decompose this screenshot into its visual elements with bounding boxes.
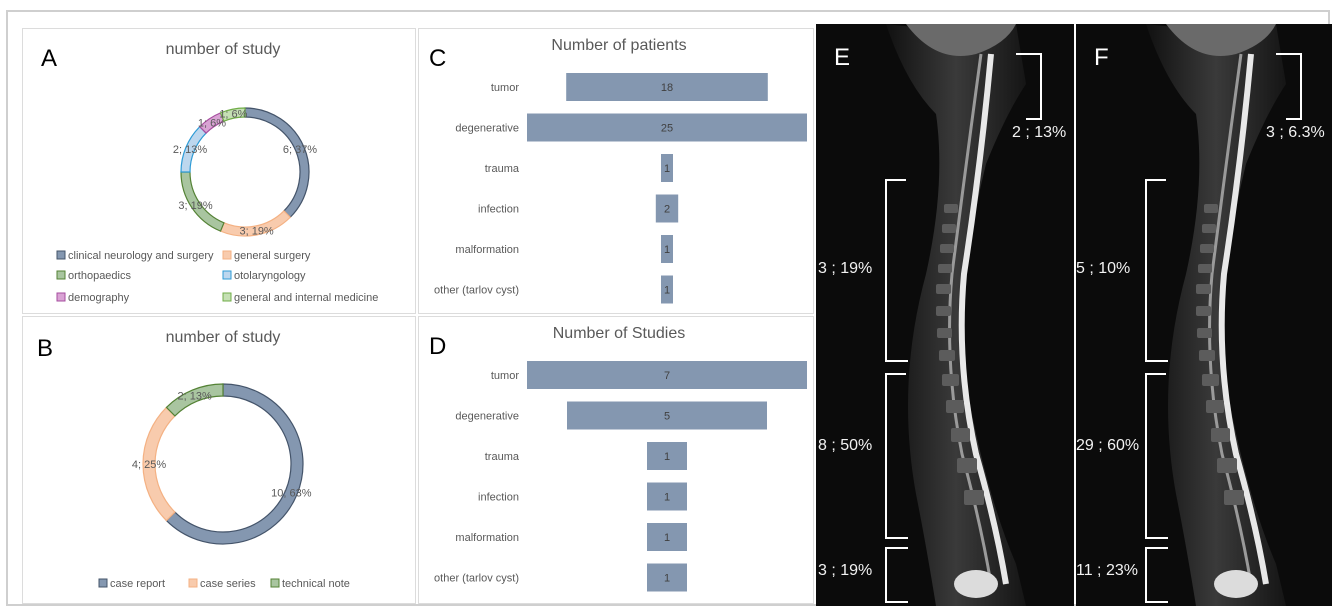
panel-b-title: number of study <box>165 329 281 346</box>
panel-c-category-label-degenerative: degenerative <box>455 123 519 135</box>
panel-c-value-label-trauma: 1 <box>664 163 670 175</box>
panel-b-legend-swatch-technical-note <box>270 578 280 588</box>
panel-b-legend-entry-technical-note: technical note <box>282 578 350 590</box>
panel-e-mri-image: E 2 ; 13% 3 ; 19% 8 ; 50% 3 ; 19% <box>816 24 1074 606</box>
panel-f-label: F <box>1094 44 1109 71</box>
panel-d-category-label-tumor: tumor <box>491 370 519 382</box>
panel-e-cervical-annotation: 2 ; 13% <box>1012 124 1067 141</box>
panel-d-category-label-infection: infection <box>478 492 519 504</box>
panel-c-bar-tumor <box>566 73 768 101</box>
panel-c-bar-degenerative <box>527 113 807 142</box>
panel-a-slice-label-general-surgery: 3; 19% <box>239 225 273 237</box>
panel-a-legend-swatch-demography <box>56 292 66 302</box>
panel-d-value-label-trauma: 1 <box>664 451 670 463</box>
panel-b-legend-swatch-case-series <box>188 578 198 588</box>
panel-b-label: B <box>37 335 54 362</box>
panel-d-bar-malformation <box>647 523 687 551</box>
panel-c-value-label-degenerative: 25 <box>661 123 673 135</box>
panel-c-bar-infection <box>655 194 679 223</box>
panel-d-category-label-degenerative: degenerative <box>455 411 519 423</box>
panel-d-value-label-other-tarlov-cyst: 1 <box>664 573 670 585</box>
panel-b-slice-label-case-report: 10; 63% <box>271 487 312 499</box>
panel-c-value-label-other-tarlov-cyst: 1 <box>664 285 670 297</box>
panel-c-category-label-tumor: tumor <box>491 82 519 94</box>
panel-a-donut-chart: 6; 37% 3; 19% 3; 19% 2; 13% 1; 6%1; 6% clinic… <box>56 107 378 304</box>
panel-d: D Number of Studies 7 tumor 5 degenerative 1… <box>418 316 814 604</box>
panel-b-slice-technical-note <box>165 383 224 417</box>
panel-f-sacral-annotation: 11 ; 23% <box>1076 562 1138 579</box>
panel-a-slice-clinical-neurology-and-surgery <box>244 107 310 219</box>
panel-b: B number of study 10; 63% 4; 25% 2; 13% cas… <box>22 316 416 604</box>
panel-b-legend-entry-case-report: case report <box>110 578 165 590</box>
panel-d-value-label-degenerative: 5 <box>664 411 670 423</box>
panel-a-slice-label-clinical-neurology-and-surgery: 6; 37% <box>283 144 317 156</box>
panel-f-lumbar-annotation: 29 ; 60% <box>1076 437 1140 454</box>
panel-e-thoracic-annotation: 3 ; 19% <box>818 260 873 277</box>
panel-d-value-label-tumor: 7 <box>664 370 670 382</box>
panel-d-title: Number of Studies <box>552 325 686 342</box>
panel-d-value-label-malformation: 1 <box>664 532 670 544</box>
panel-c-category-label-other-tarlov-cyst: other (tarlov cyst) <box>434 285 519 297</box>
panel-c: C Number of patients 18 tumor 25 degenerati… <box>418 28 814 314</box>
panel-f-spine-drawing <box>1145 24 1302 606</box>
panel-a-legend-swatch-otolaryngology <box>222 270 232 280</box>
panel-c-bar-malformation <box>661 235 673 263</box>
panel-e-lumbar-annotation: 8 ; 50% <box>818 437 873 454</box>
panel-d-value-label-infection: 1 <box>664 492 670 504</box>
panel-d-bar-tumor <box>527 361 807 389</box>
panel-c-value-label-infection: 2 <box>664 204 670 216</box>
panel-d-bar-other-tarlov-cyst <box>647 563 687 592</box>
panel-c-value-label-tumor: 18 <box>661 82 673 94</box>
panel-d-bar-infection <box>647 482 687 511</box>
panel-c-category-label-infection: infection <box>478 204 519 216</box>
panel-b-slice-case-report <box>165 383 304 545</box>
panel-d-category-label-trauma: trauma <box>485 451 520 463</box>
panel-a-legend-entry-orthopaedics: orthopaedics <box>68 270 131 282</box>
panel-f-cervical-annotation: 3 ; 6.3% <box>1266 124 1325 141</box>
panel-a-legend-entry-otolaryngology: otolaryngology <box>234 270 306 282</box>
panel-a-legend-entry-general-surgery: general surgery <box>234 250 311 262</box>
panel-a-slice-label-general-and-internal-medicine: 1; 6% <box>219 109 247 121</box>
panel-d-bar-degenerative <box>567 401 767 430</box>
panel-c-bar-other-tarlov-cyst <box>661 275 673 304</box>
panel-d-label: D <box>429 333 447 360</box>
panel-a-legend-entry-general-and-internal-medicine: general and internal medicine <box>234 292 378 304</box>
panel-c-bar-chart: 18 tumor 25 degenerative 1 trauma 2 infection 1 m… <box>434 73 807 304</box>
panel-a-legend-entry-demography: demography <box>68 292 130 304</box>
panel-c-bar-trauma <box>661 154 673 182</box>
panel-a-slice-label-orthopaedics: 3; 19% <box>178 200 212 212</box>
panel-f-thoracic-annotation: 5 ; 10% <box>1076 260 1131 277</box>
panel-e-sacral-annotation: 3 ; 19% <box>818 562 873 579</box>
panel-b-donut-chart: 10; 63% 4; 25% 2; 13% case report case serie… <box>98 383 350 590</box>
panel-b-slice-label-case-series: 4; 25% <box>132 459 166 471</box>
panel-b-legend-swatch-case-report <box>98 578 108 588</box>
panel-a-legend-swatch-orthopaedics <box>56 270 66 280</box>
panel-c-title: Number of patients <box>551 37 687 54</box>
panel-a-legend-swatch-general-and-internal-medicine <box>222 292 232 302</box>
panel-c-category-label-malformation: malformation <box>455 244 519 256</box>
panel-a-legend-entry-clinical-neurology-and-surgery: clinical neurology and surgery <box>68 250 214 262</box>
panel-a-slice-label-demography: 1; 6% <box>198 118 226 130</box>
panel-b-slice-label-technical-note: 2; 13% <box>178 391 212 403</box>
panel-c-value-label-malformation: 1 <box>664 244 670 256</box>
panel-d-bar-trauma <box>647 442 687 470</box>
panel-a-slice-label-otolaryngology: 2; 13% <box>173 144 207 156</box>
panel-f-mri-image: F 3 ; 6.3% 5 ; 10% 29 ; 60% 11 ; 23% <box>1076 24 1332 606</box>
panel-a-legend-swatch-general-surgery <box>222 250 232 260</box>
panel-c-category-label-trauma: trauma <box>485 163 520 175</box>
panel-a-slice-general-and-internal-medicine <box>219 107 246 122</box>
panel-e-spine-drawing <box>885 24 1042 606</box>
panel-e-label: E <box>834 44 851 71</box>
panel-c-label: C <box>429 45 447 72</box>
panel-b-legend-entry-case-series: case series <box>200 578 256 590</box>
panel-a: A number of study 6; 37% 3; 19% 3; 19% 2; 1… <box>22 28 416 314</box>
panel-d-category-label-malformation: malformation <box>455 532 519 544</box>
panel-a-title: number of study <box>165 41 281 58</box>
panel-a-label: A <box>41 45 58 72</box>
panel-a-legend-swatch-clinical-neurology-and-surgery <box>56 250 66 260</box>
panel-d-category-label-other-tarlov-cyst: other (tarlov cyst) <box>434 573 519 585</box>
panel-d-bar-chart: 7 tumor 5 degenerative 1 trauma 1 infection 1 mal… <box>434 361 807 592</box>
